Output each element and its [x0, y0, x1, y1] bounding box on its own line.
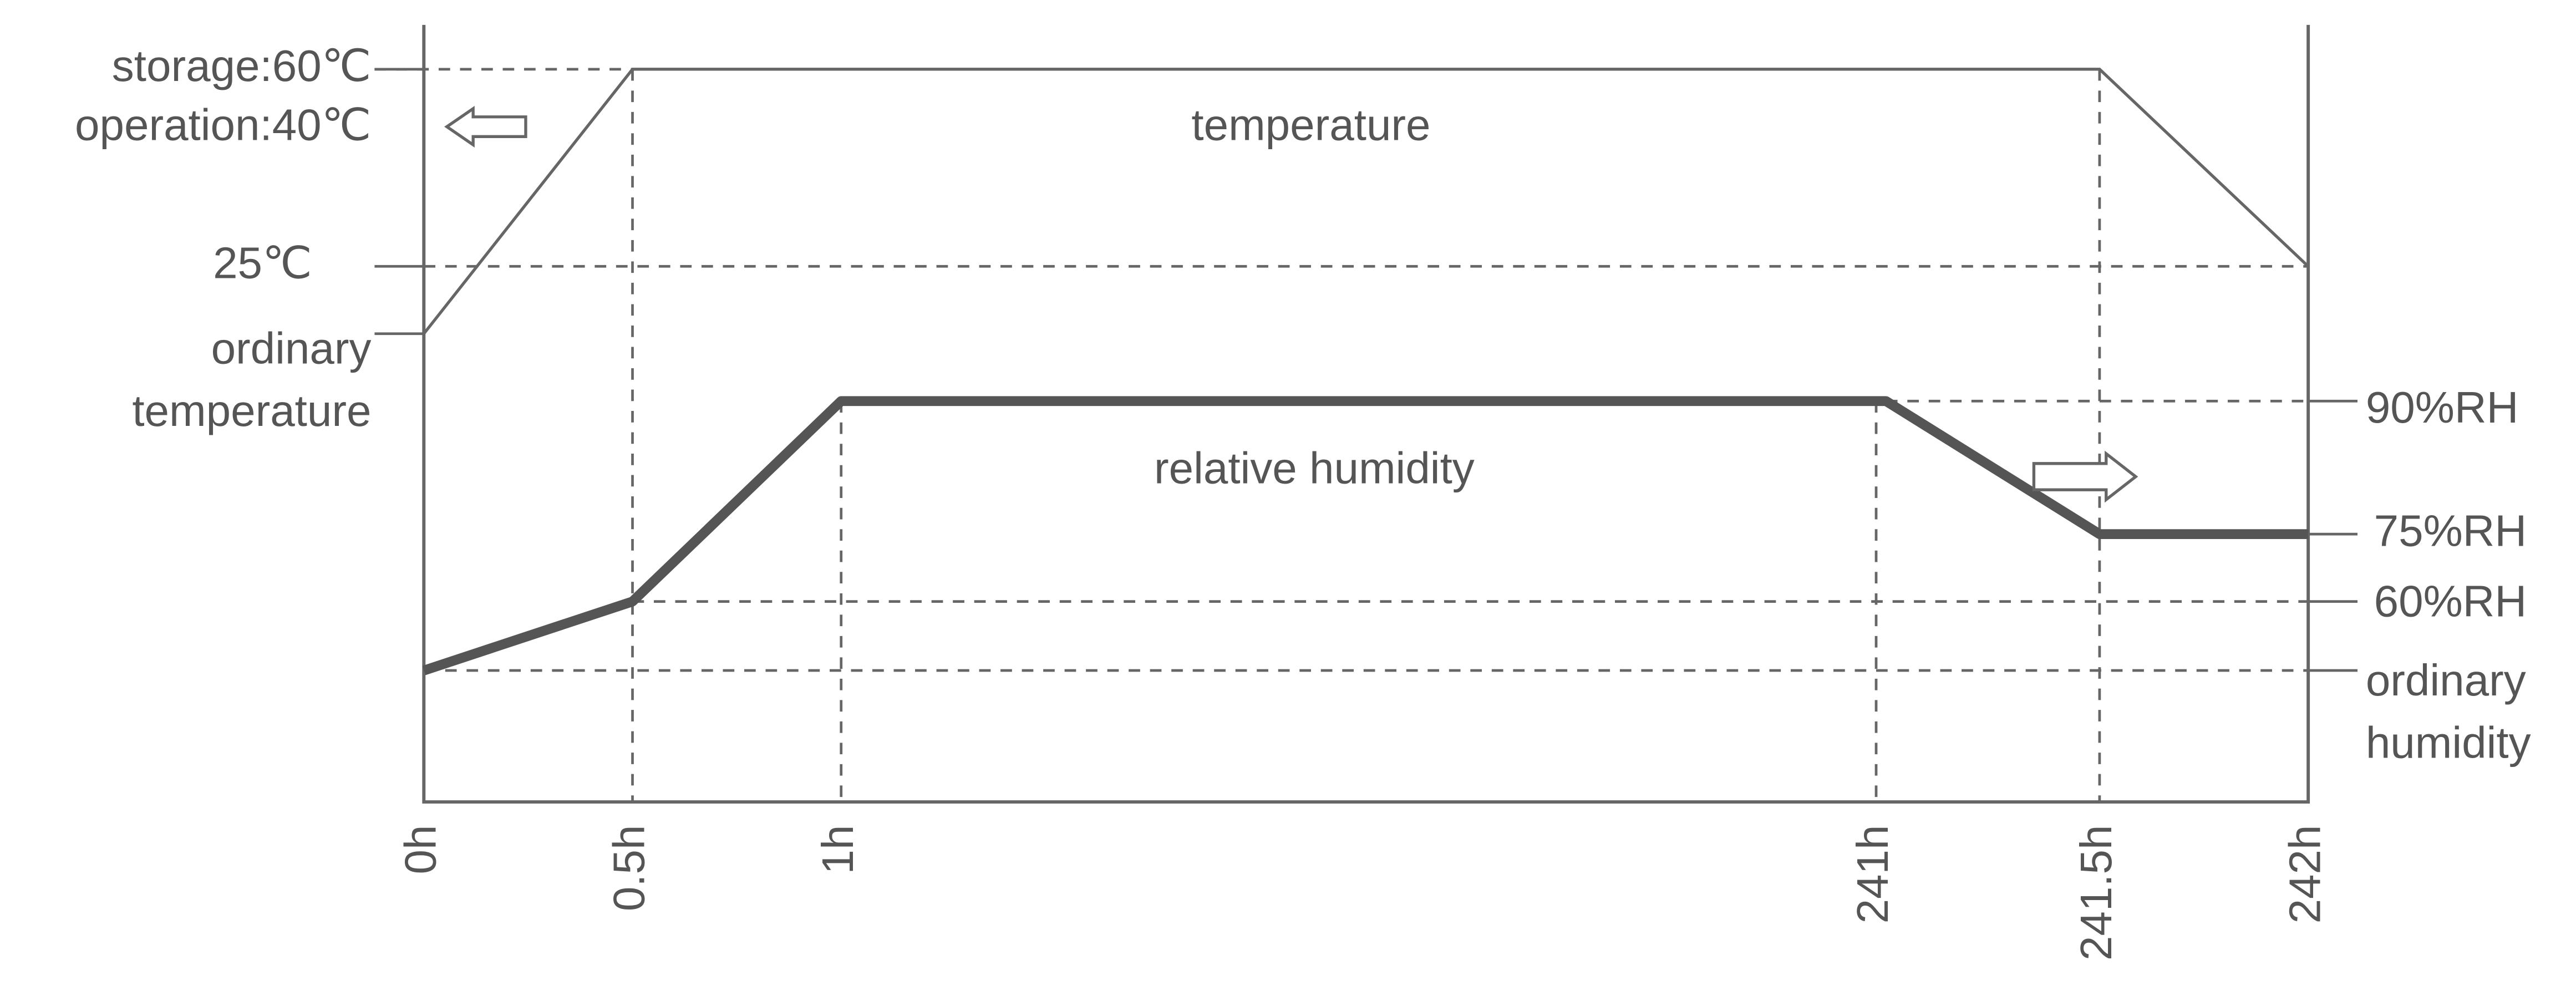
- right-label: 75%RH: [2374, 506, 2527, 555]
- temperature-label: temperature: [1191, 100, 1430, 150]
- labels: storage:60℃ operation:40℃ 25℃ ordinary tempe…: [75, 41, 2531, 961]
- left-label: 25℃: [213, 238, 312, 287]
- dashed-guides: [374, 68, 2309, 802]
- right-label: ordinary: [2366, 655, 2526, 705]
- left-label: storage:60℃: [112, 41, 372, 90]
- humidity-curve: [422, 396, 2309, 675]
- right-arrow: [2032, 450, 2138, 503]
- left-label: operation:40℃: [75, 100, 371, 150]
- x-tick-label: 241.5h: [2071, 825, 2121, 961]
- x-tick-label: 242h: [2280, 825, 2329, 924]
- right-label: 60%RH: [2374, 577, 2527, 626]
- right-label: humidity: [2366, 718, 2531, 767]
- left-arrow: [444, 105, 527, 148]
- left-label: ordinary: [211, 323, 372, 373]
- x-tick-label: 0h: [395, 825, 445, 875]
- x-tick-label: 241h: [1848, 825, 1897, 924]
- x-tick-label: 0.5h: [604, 825, 654, 912]
- axes: [374, 24, 2358, 804]
- humidity-label: relative humidity: [1154, 444, 1475, 493]
- left-label: temperature: [132, 386, 371, 435]
- x-tick-label: 1h: [813, 825, 862, 875]
- right-label: 90%RH: [2366, 383, 2519, 432]
- temperature-curve: [423, 68, 2309, 335]
